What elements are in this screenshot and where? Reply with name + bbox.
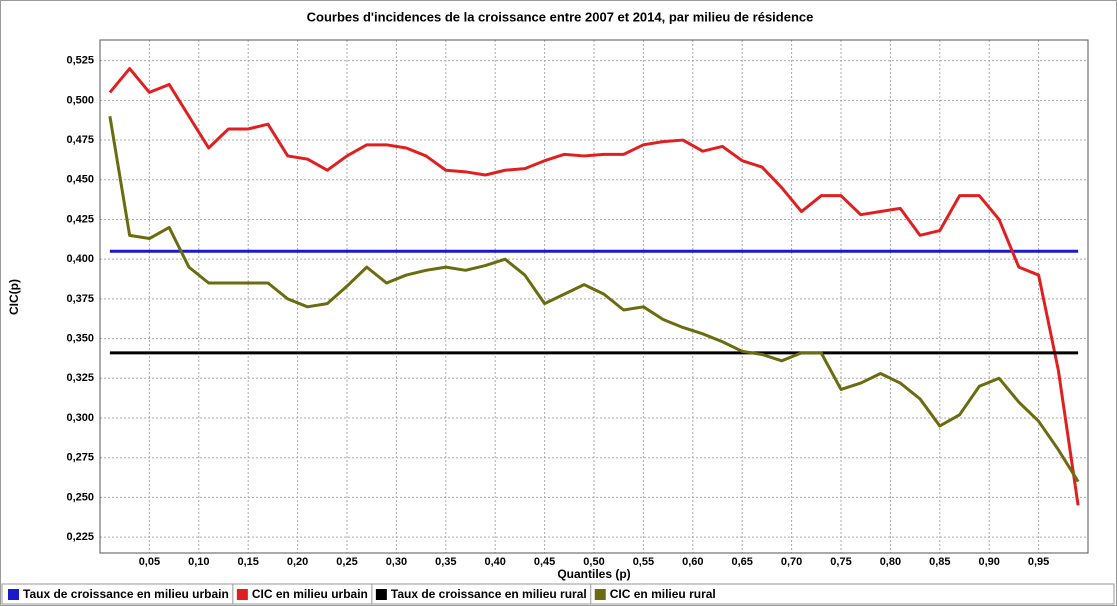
legend-swatch xyxy=(594,589,606,600)
y-axis-label: CIC(p) xyxy=(7,279,21,315)
y-tick-label: 0,275 xyxy=(66,452,94,464)
y-tick-label: 0,300 xyxy=(66,412,94,424)
y-tick-label: 0,225 xyxy=(66,531,94,543)
x-tick-label: 0,10 xyxy=(188,556,209,568)
x-tick-label: 0,50 xyxy=(583,556,604,568)
chart-title: Courbes d'incidences de la croissance en… xyxy=(307,9,814,24)
series-line xyxy=(108,115,1080,483)
legend-swatch xyxy=(375,589,387,600)
legend-label: CIC en milieu urbain xyxy=(252,587,368,601)
y-tick-label: 0,350 xyxy=(66,332,94,344)
y-tick-label: 0,375 xyxy=(66,293,94,305)
x-tick-label: 0,55 xyxy=(633,556,654,568)
x-tick-label: 0,30 xyxy=(386,556,407,568)
legend-label: Taux de croissance en milieu rural xyxy=(391,587,587,601)
y-tick-label: 0,400 xyxy=(66,253,94,265)
plot-border xyxy=(99,39,1089,554)
x-tick-label: 0,60 xyxy=(682,556,703,568)
x-tick-label: 0,35 xyxy=(435,556,456,568)
x-tick-label: 0,05 xyxy=(139,556,160,568)
x-tick-label: 0,85 xyxy=(929,556,950,568)
y-tick-label: 0,475 xyxy=(66,134,94,146)
legend xyxy=(1,583,1115,605)
x-tick-label: 0,15 xyxy=(237,556,258,568)
y-tick-label: 0,250 xyxy=(66,491,94,503)
legend-label: Taux de croissance en milieu urbain xyxy=(23,587,229,601)
legend-swatch xyxy=(8,589,19,600)
y-tick-label: 0,325 xyxy=(66,372,94,384)
legend-swatch xyxy=(236,589,248,600)
x-axis-label: Quantiles (p) xyxy=(557,567,630,581)
legend-label: CIC en milieu rural xyxy=(610,587,716,601)
y-tick-label: 0,450 xyxy=(66,174,94,186)
x-tick-label: 0,75 xyxy=(830,556,851,568)
x-tick-label: 0,40 xyxy=(484,556,505,568)
x-tick-label: 0,80 xyxy=(880,556,901,568)
x-tick-label: 0,65 xyxy=(731,556,752,568)
series-line xyxy=(108,67,1080,506)
y-tick-label: 0,425 xyxy=(66,213,94,225)
y-tick-label: 0,525 xyxy=(66,55,94,67)
x-tick-label: 0,90 xyxy=(978,556,999,568)
y-tick-label: 0,500 xyxy=(66,94,94,106)
x-tick-label: 0,70 xyxy=(781,556,802,568)
x-tick-label: 0,25 xyxy=(336,556,357,568)
x-tick-label: 0,20 xyxy=(287,556,308,568)
x-tick-label: 0,45 xyxy=(534,556,555,568)
x-tick-label: 0,95 xyxy=(1028,556,1049,568)
